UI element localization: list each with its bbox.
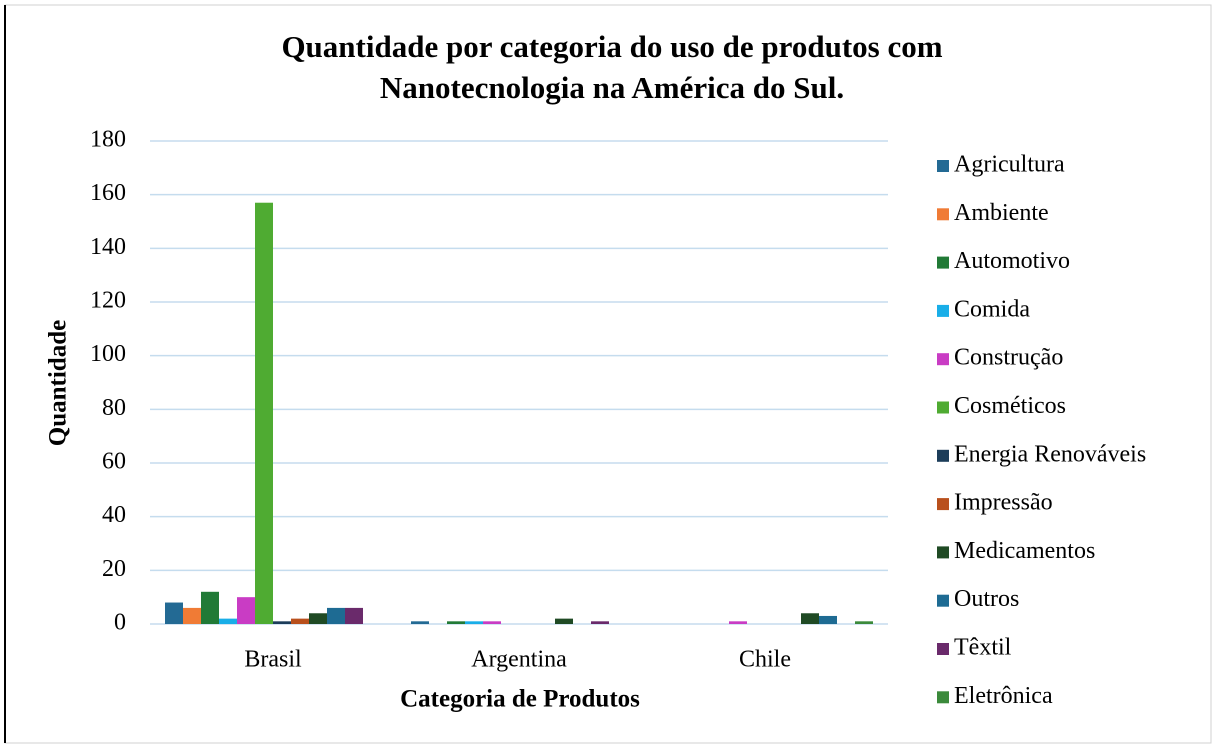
bar xyxy=(729,621,747,624)
x-axis-title: Categoria de Produtos xyxy=(400,686,640,713)
y-axis-title: Quantidade xyxy=(45,320,72,446)
bar xyxy=(201,591,219,624)
legend-swatch xyxy=(937,594,949,607)
x-tick-label: Chile xyxy=(739,647,791,673)
bar xyxy=(411,621,429,624)
legend-label: Cosméticos xyxy=(954,393,1066,419)
legend-swatch xyxy=(937,160,949,172)
legend-swatch xyxy=(937,643,949,655)
legend-swatch xyxy=(937,401,949,414)
y-tick-label: 20 xyxy=(102,556,126,582)
y-tick-label: 0 xyxy=(114,610,126,636)
y-tick-label: 160 xyxy=(90,180,126,206)
bar xyxy=(483,621,501,624)
legend-swatch xyxy=(937,546,949,559)
bar xyxy=(855,621,873,624)
legend-label: Automotivo xyxy=(954,248,1070,274)
y-tick-label: 180 xyxy=(90,127,126,153)
bar xyxy=(273,621,291,624)
legend-label: Impressão xyxy=(954,490,1053,516)
bar xyxy=(183,607,201,624)
x-tick-label: Argentina xyxy=(471,647,567,673)
bar xyxy=(591,621,609,624)
bar xyxy=(237,597,255,624)
y-tick-label: 60 xyxy=(102,449,126,475)
legend-swatch xyxy=(937,498,949,511)
bar xyxy=(309,613,327,624)
legend-swatch xyxy=(937,353,949,366)
bar xyxy=(291,618,309,624)
bar xyxy=(219,618,237,624)
y-tick-label: 100 xyxy=(90,341,126,367)
frame xyxy=(4,4,1212,744)
legend-label: Ambiente xyxy=(954,200,1049,226)
bar xyxy=(447,621,465,624)
legend-label: Eletrônica xyxy=(954,683,1053,709)
bar xyxy=(555,618,573,624)
y-tick-label: 40 xyxy=(102,502,126,528)
legend-swatch xyxy=(937,304,949,317)
legend-label: Medicamentos xyxy=(954,538,1095,564)
legend-swatch xyxy=(937,256,949,269)
y-tick-label: 140 xyxy=(90,234,126,260)
legend-label: Agricultura xyxy=(954,152,1065,178)
legend-label: Têxtil xyxy=(954,635,1012,661)
bar xyxy=(255,202,273,624)
legend-swatch xyxy=(937,691,949,704)
legend-swatch xyxy=(937,449,949,462)
legend-label: Comida xyxy=(954,296,1030,322)
y-tick-label: 120 xyxy=(90,288,126,314)
legend-label: Construção xyxy=(954,345,1063,371)
legend-label: Energia Renováveis xyxy=(954,441,1146,467)
bar xyxy=(801,613,819,624)
chart-title: Nanotecnologia na América do Sul. xyxy=(380,70,844,105)
chart-title: Quantidade por categoria do uso de produ… xyxy=(281,29,942,64)
bar xyxy=(345,607,363,624)
bar xyxy=(465,621,483,624)
bar xyxy=(327,607,345,624)
legend-label: Outros xyxy=(954,586,1019,612)
bar xyxy=(165,602,183,624)
legend-swatch xyxy=(937,208,949,221)
y-tick-label: 80 xyxy=(102,395,126,421)
x-tick-label: Brasil xyxy=(244,647,302,673)
bar xyxy=(819,615,837,624)
